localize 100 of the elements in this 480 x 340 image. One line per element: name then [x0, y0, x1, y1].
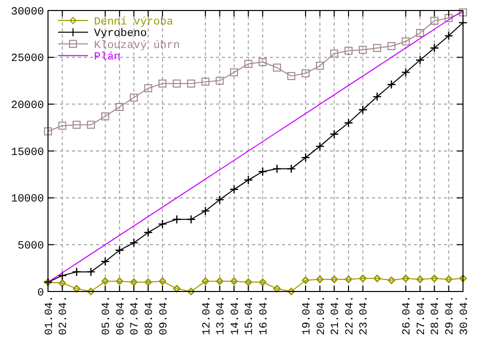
- point: [416, 276, 424, 284]
- point: [386, 80, 396, 90]
- point: [287, 72, 296, 80]
- point: [172, 214, 182, 224]
- point: [86, 120, 95, 129]
- point: [330, 130, 339, 139]
- point: [372, 92, 382, 102]
- point: [300, 152, 310, 162]
- x-tick-label: 26.04.: [402, 296, 414, 336]
- x-tick-label: 20.04.: [316, 296, 328, 336]
- x-tick-label: 12.04.: [201, 296, 214, 336]
- point: [315, 142, 324, 151]
- point: [444, 276, 452, 284]
- point: [173, 284, 181, 292]
- point: [459, 8, 467, 16]
- y-tick-label: 20000: [10, 100, 44, 112]
- point: [130, 94, 138, 102]
- point: [330, 50, 338, 58]
- point: [144, 228, 153, 238]
- point: [286, 164, 296, 174]
- point: [216, 277, 224, 285]
- point: [430, 274, 438, 282]
- x-tick-label: 13.04.: [216, 296, 228, 336]
- x-tick-label: 02.04.: [58, 296, 70, 336]
- point: [101, 277, 109, 285]
- point: [215, 195, 224, 204]
- point: [316, 276, 324, 284]
- legend-label: Denní výroba: [94, 16, 174, 28]
- point: [158, 277, 166, 285]
- point: [144, 84, 152, 92]
- point: [430, 43, 439, 53]
- point: [344, 276, 352, 284]
- point: [244, 60, 252, 68]
- point: [358, 105, 368, 114]
- x-tick-label: 23.04.: [358, 296, 371, 336]
- point: [388, 276, 396, 284]
- point: [158, 219, 168, 229]
- point: [187, 288, 195, 296]
- point: [116, 277, 124, 285]
- point: [229, 184, 239, 194]
- point: [202, 277, 210, 285]
- point: [101, 112, 110, 120]
- x-tick-label: 27.04.: [416, 296, 428, 336]
- x-tick-label: 19.04.: [301, 296, 314, 336]
- point: [344, 46, 353, 55]
- point: [272, 164, 282, 174]
- x-tick-label: 14.04.: [230, 296, 242, 336]
- point: [244, 278, 252, 286]
- point: [87, 288, 95, 296]
- x-tick-label: 15.04.: [244, 296, 256, 336]
- legend-label: Plán: [94, 51, 120, 64]
- point: [302, 276, 310, 284]
- point: [116, 102, 124, 111]
- point: [58, 279, 66, 287]
- point: [72, 267, 82, 276]
- y-tick-label: 10000: [10, 194, 44, 206]
- point: [201, 78, 210, 86]
- point: [359, 274, 367, 282]
- point: [230, 277, 238, 285]
- legend-label: Klouzavý úhrn: [94, 40, 180, 52]
- y-tick-label: 30000: [10, 6, 44, 18]
- point: [444, 14, 453, 22]
- point: [72, 284, 80, 292]
- point: [401, 68, 410, 77]
- x-tick-label: 30.04.: [458, 296, 471, 336]
- point: [387, 42, 396, 50]
- point: [172, 80, 181, 88]
- y-tick-label: 0: [37, 287, 44, 300]
- x-tick-label: 06.04.: [115, 296, 128, 336]
- point: [402, 274, 410, 282]
- point: [330, 276, 338, 284]
- point: [258, 167, 268, 176]
- point: [129, 238, 138, 248]
- point: [459, 274, 467, 282]
- point: [58, 122, 66, 130]
- point: [144, 278, 152, 286]
- point: [273, 284, 281, 292]
- y-tick-label: 25000: [10, 53, 44, 66]
- y-tick-label: 15000: [10, 146, 44, 159]
- x-tick-label: 05.04.: [101, 296, 114, 336]
- point: [216, 76, 224, 85]
- x-tick-label: 29.04.: [444, 296, 457, 336]
- x-tick-label: 09.04.: [158, 296, 170, 336]
- point: [100, 256, 110, 266]
- point: [258, 58, 267, 66]
- x-tick-label: 16.04.: [258, 296, 271, 336]
- point: [230, 68, 238, 76]
- x-tick-label: 07.04.: [130, 296, 142, 336]
- point: [444, 31, 454, 40]
- point: [402, 37, 410, 46]
- point: [344, 118, 354, 128]
- point: [258, 278, 266, 286]
- point: [288, 288, 296, 296]
- x-tick-label: 21.04.: [330, 296, 342, 336]
- point: [158, 80, 166, 88]
- point: [416, 28, 424, 37]
- point: [58, 270, 67, 280]
- point: [244, 175, 253, 185]
- point: [187, 80, 196, 88]
- point: [373, 44, 382, 52]
